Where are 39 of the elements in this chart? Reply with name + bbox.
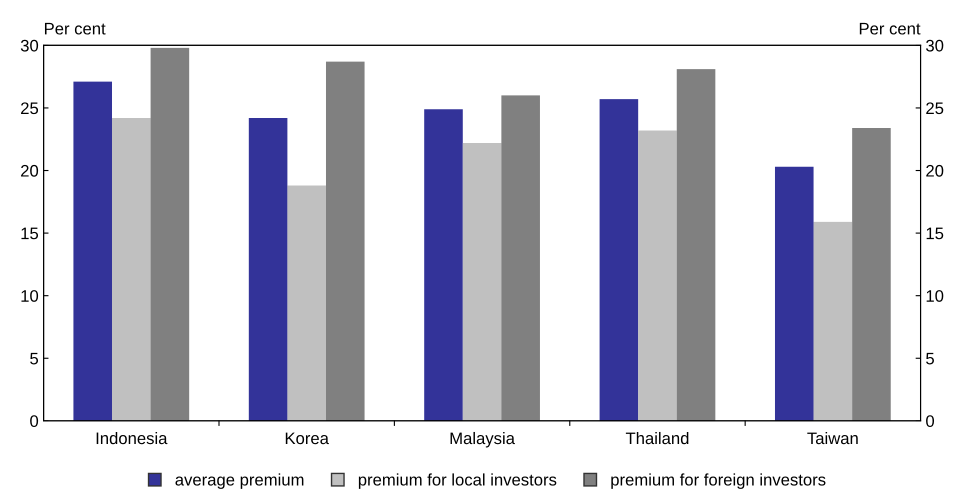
bar	[676, 69, 716, 421]
y-tick-label: 10	[21, 290, 38, 302]
bar	[248, 118, 288, 421]
y-axis-title: Per cent	[44, 22, 106, 35]
y2-tick-label: 5	[926, 352, 934, 364]
bar	[326, 62, 365, 421]
bar	[73, 82, 112, 421]
y-tick-label: 30	[20, 40, 38, 52]
y-tick-label: 20	[21, 164, 38, 177]
y2-tick-label: 10	[926, 290, 944, 302]
y2-tick-label: 20	[926, 164, 944, 177]
bar	[638, 130, 677, 421]
y-tick-label: 15	[21, 228, 38, 240]
bar	[852, 128, 891, 421]
y2-tick-label: 25	[926, 102, 944, 114]
y2-tick-label: 15	[926, 228, 944, 240]
bar	[287, 186, 326, 421]
y-tick-label: 0	[30, 415, 38, 428]
legend-label: premium for local investors	[358, 473, 556, 489]
x-tick-label: Taiwan	[807, 432, 858, 444]
bar	[774, 166, 814, 421]
bar	[424, 109, 463, 421]
bar	[814, 222, 852, 421]
x-tick-label: Thailand	[626, 432, 688, 444]
bar	[112, 118, 151, 421]
bar	[501, 95, 540, 421]
y2-tick-label: 0	[926, 415, 934, 428]
legend-label: average premium	[175, 473, 304, 489]
bar	[150, 48, 190, 421]
legend-label: premium for foreign investors	[611, 473, 826, 489]
y-tick-label: 25	[21, 102, 38, 114]
y2-tick-label: 30	[926, 40, 944, 52]
bar	[462, 142, 502, 421]
bar	[600, 99, 638, 421]
y2-axis-title: Per cent	[860, 22, 920, 35]
x-tick-label: Indonesia	[96, 432, 168, 444]
x-tick-label: Malaysia	[450, 432, 515, 448]
y-tick-label: 5	[30, 352, 38, 364]
x-tick-label: Korea	[286, 432, 329, 444]
